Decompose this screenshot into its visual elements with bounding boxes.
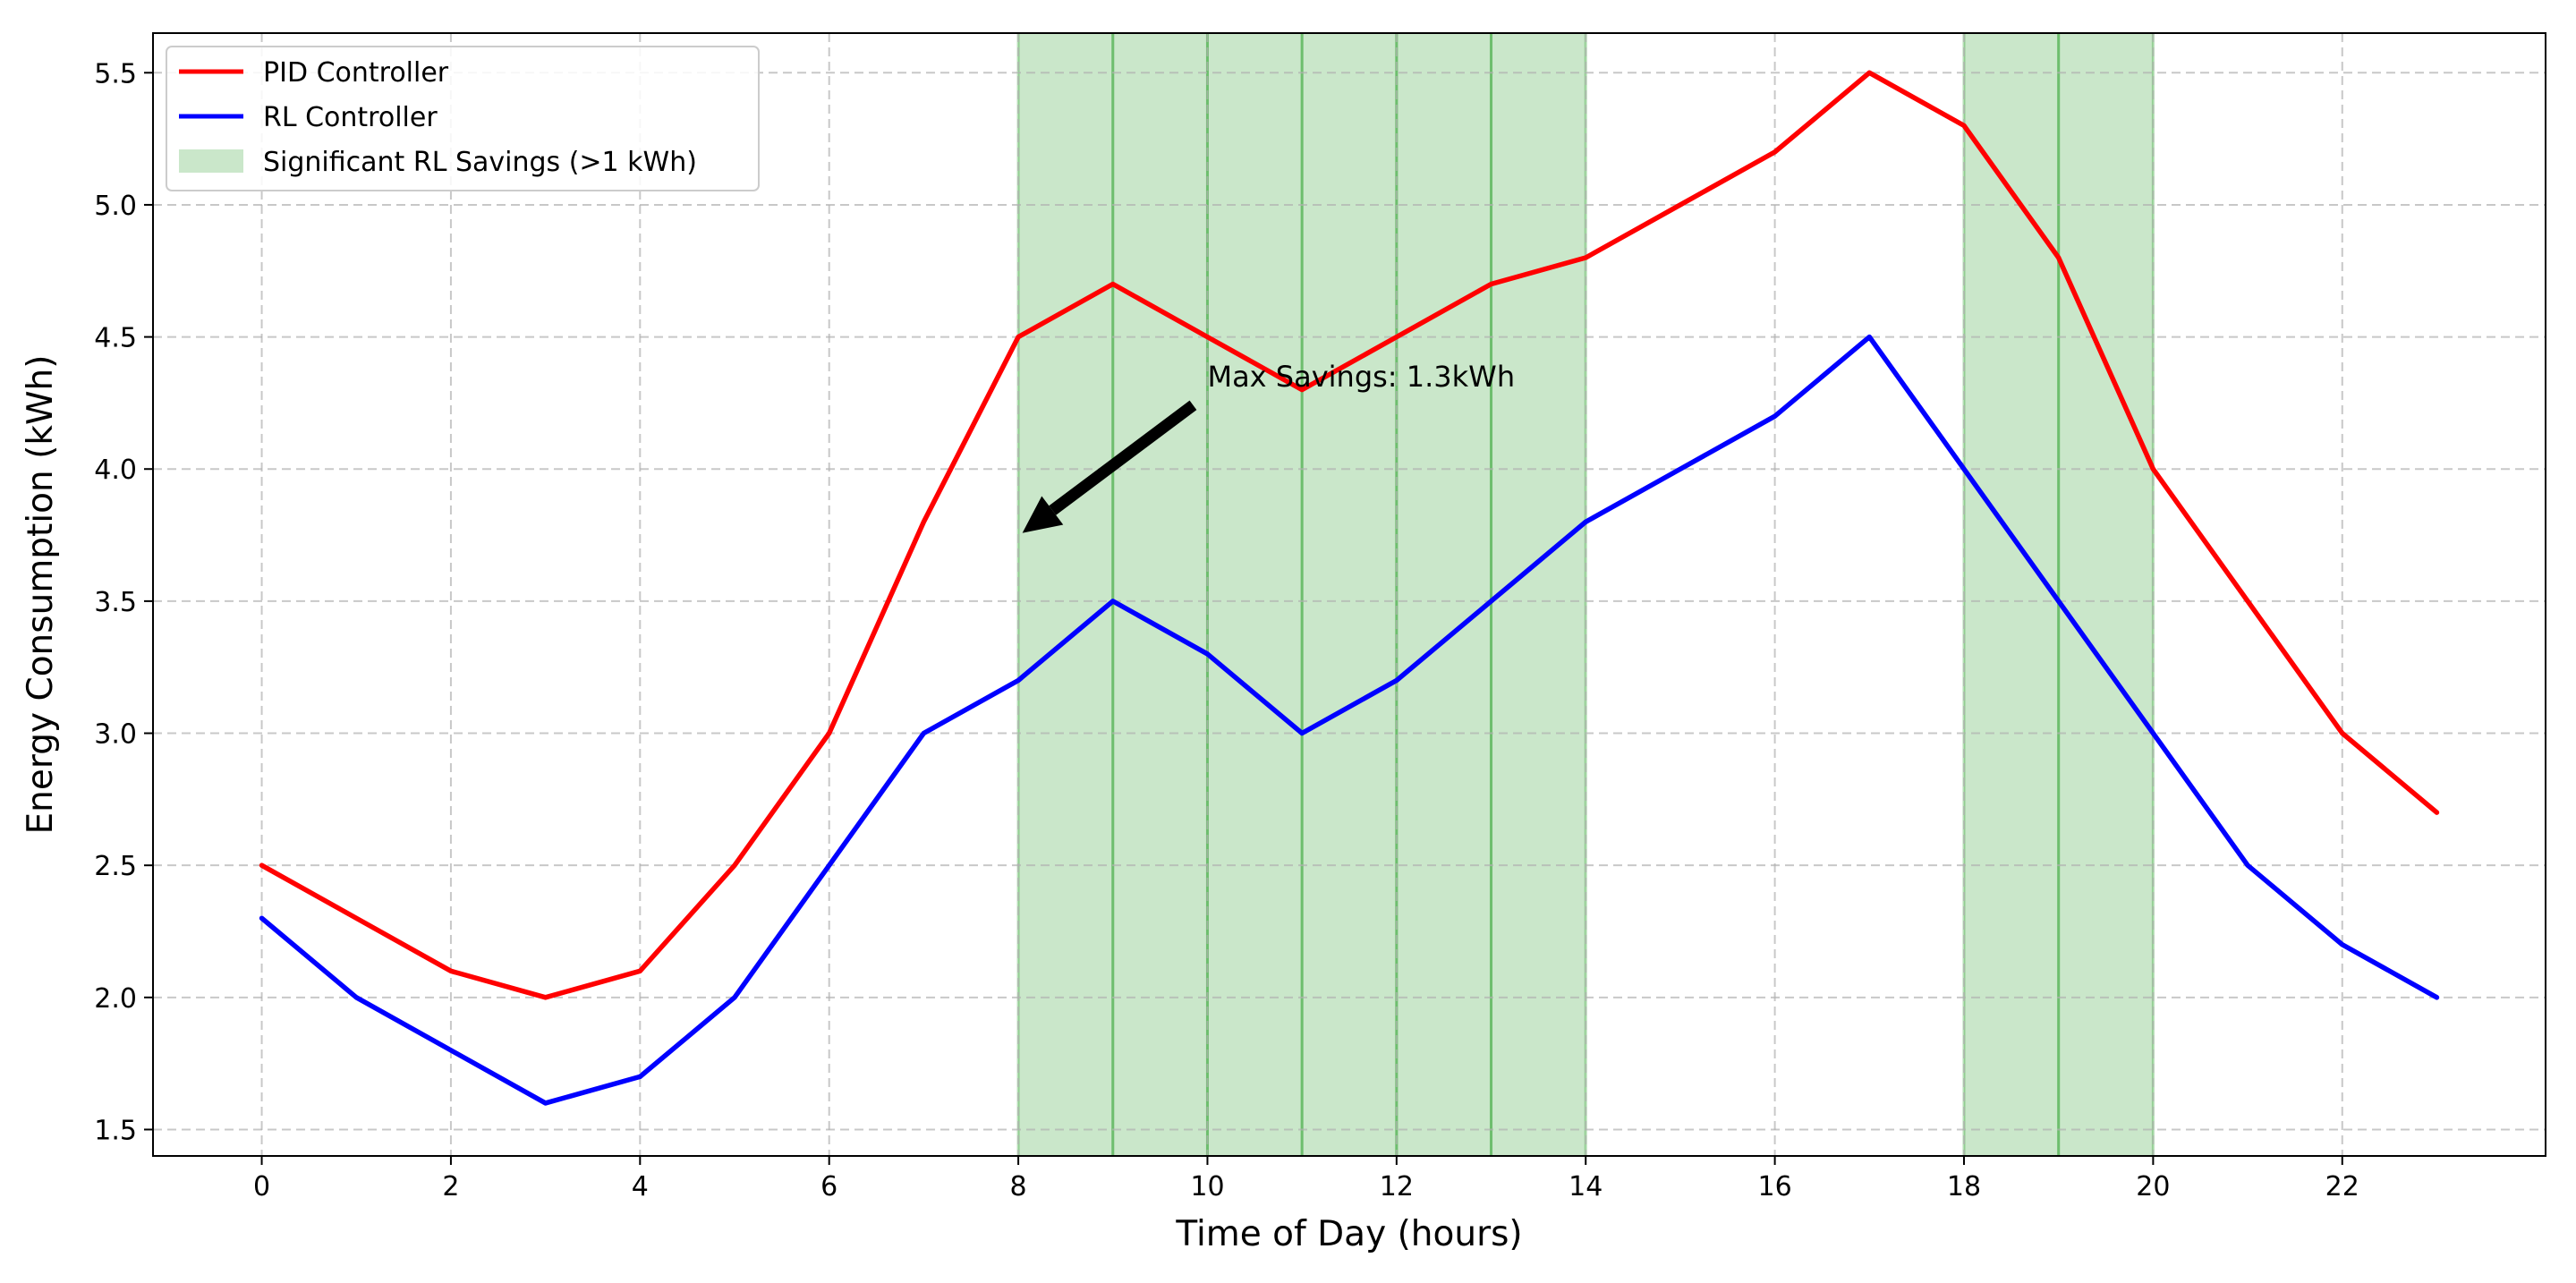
x-tick-label-0: 0 [253, 1171, 270, 1202]
y-tick-label-0: 1.5 [94, 1115, 137, 1146]
savings-span-4 [1396, 33, 1492, 1156]
x-axis-title: Time of Day (hours) [1175, 1214, 1522, 1254]
savings-span-0 [1018, 33, 1113, 1156]
legend: PID Controller RL Controller Significant… [166, 46, 760, 191]
y-tick-label-1: 2.0 [94, 983, 137, 1015]
legend-label-pid: PID Controller [263, 57, 449, 89]
annotation-text: Max Savings: 1.3kWh [1207, 360, 1515, 394]
x-tick-label-10: 20 [2136, 1171, 2170, 1202]
savings-span-3 [1302, 33, 1397, 1156]
savings-span-7 [2058, 33, 2154, 1156]
x-tick-label-2: 4 [632, 1171, 649, 1202]
legend-label-rl: RL Controller [263, 102, 438, 133]
series-line-0 [259, 70, 2440, 1000]
plot-frame [152, 32, 2546, 1157]
savings-span-1 [1112, 33, 1208, 1156]
y-axis-title: Energy Consumption (kWh) [21, 355, 61, 835]
y-tick-label-8: 5.5 [94, 58, 137, 89]
x-tick-label-5: 10 [1190, 1171, 1224, 1202]
y-axis-ticks: 1.5 2.0 2.5 3.0 3.5 4.0 4.5 5.0 5.5 [94, 58, 153, 1146]
annotation-arrow-head [1022, 496, 1064, 533]
x-tick-label-8: 16 [1758, 1171, 1792, 1202]
x-tick-label-3: 6 [820, 1171, 837, 1202]
savings-span-5 [1491, 33, 1586, 1156]
x-tick-label-6: 12 [1380, 1171, 1414, 1202]
y-tick-label-7: 5.0 [94, 191, 137, 222]
series-line-1 [259, 334, 2440, 1106]
legend-swatch-savings [179, 149, 243, 173]
savings-span-2 [1207, 33, 1303, 1156]
y-tick-label-4: 3.5 [94, 587, 137, 618]
x-axis-ticks: 0 2 4 6 8 10 12 14 16 18 20 22 [253, 1156, 2359, 1202]
legend-label-savings: Significant RL Savings (>1 kWh) [263, 147, 697, 178]
annotation: Max Savings: 1.3kWh [1022, 360, 1515, 533]
annotation-arrow-shaft [1049, 400, 1197, 515]
x-tick-label-4: 8 [1010, 1171, 1027, 1202]
legend-box [166, 46, 760, 191]
savings-span-6 [1963, 33, 2059, 1156]
y-tick-label-6: 4.5 [94, 323, 137, 354]
y-tick-label-3: 3.0 [94, 719, 137, 751]
x-tick-label-9: 18 [1947, 1171, 1981, 1202]
series-lines [259, 70, 2440, 1106]
x-tick-label-1: 2 [442, 1171, 459, 1202]
x-tick-label-7: 14 [1569, 1171, 1603, 1202]
y-tick-label-2: 2.5 [94, 851, 137, 882]
y-tick-label-5: 4.0 [94, 455, 137, 486]
x-tick-label-11: 22 [2325, 1171, 2359, 1202]
